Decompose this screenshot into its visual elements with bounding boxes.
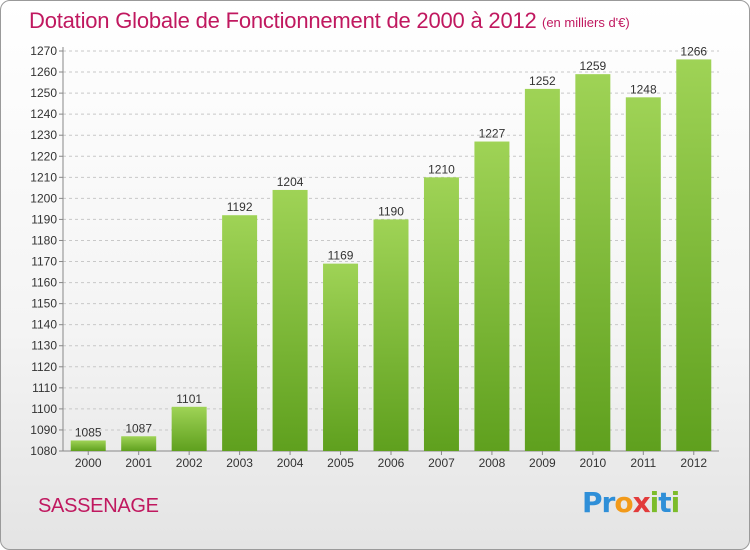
logo-part: o <box>614 486 633 519</box>
data-label-2000: 1085 <box>75 425 102 439</box>
y-tick-labels: 1080 1090 1100 1110 1120 1130 1140 1150 1160 1170… <box>30 44 63 458</box>
x-tick-label-2002: 2002 <box>176 456 203 470</box>
y-tick-label: 1170 <box>31 255 57 269</box>
x-tick-label-2011: 2011 <box>630 456 656 470</box>
x-tick-label-2004: 2004 <box>277 456 304 470</box>
bar-2004 <box>272 189 308 451</box>
logo-part: Pr <box>582 486 615 519</box>
bar-2012 <box>676 59 712 451</box>
y-tick-label: 1100 <box>31 402 57 416</box>
bar-2001 <box>121 436 157 451</box>
y-tick-label: 1130 <box>31 339 57 353</box>
data-label-2005: 1169 <box>328 249 354 263</box>
y-tick-label: 1150 <box>31 297 57 311</box>
x-tick-label-2001: 2001 <box>125 456 152 470</box>
bar-2008 <box>474 141 510 452</box>
y-tick-label: 1080 <box>30 444 57 458</box>
data-labels: 1085 1087 1101 1192 1204 1169 1190 1210 1227 1252… <box>75 44 708 439</box>
data-label-2002: 1101 <box>176 392 202 406</box>
data-label-2003: 1192 <box>227 200 253 214</box>
y-tick-label: 1160 <box>31 276 57 290</box>
bar-2011 <box>625 97 661 451</box>
bar-2000 <box>70 440 106 451</box>
x-tick-label-2005: 2005 <box>327 456 354 470</box>
x-tick-label-2009: 2009 <box>529 456 556 470</box>
x-tick-label-2003: 2003 <box>226 456 253 470</box>
y-tick-label: 1230 <box>30 128 57 142</box>
y-tick-label: 1090 <box>30 423 57 437</box>
bar-2006 <box>373 219 409 451</box>
logo-part: t <box>658 486 671 519</box>
data-label-2012: 1266 <box>680 44 707 58</box>
y-tick-label: 1110 <box>32 381 57 395</box>
y-tick-label: 1180 <box>31 233 57 247</box>
bars <box>70 59 712 452</box>
y-tick-label: 1220 <box>30 149 57 163</box>
x-tick-label-2012: 2012 <box>680 456 707 470</box>
y-tick-label: 1140 <box>31 318 57 332</box>
x-tick-label-2000: 2000 <box>75 456 102 470</box>
y-tick-label: 1250 <box>30 86 57 100</box>
logo-part: i <box>649 486 660 519</box>
y-tick-label: 1270 <box>30 44 57 58</box>
logo-part: x <box>632 486 651 519</box>
x-tick-label-2006: 2006 <box>378 456 405 470</box>
proxiti-logo: Proxiti <box>582 486 681 519</box>
y-tick-label: 1240 <box>30 107 57 121</box>
bar-2005 <box>323 263 359 451</box>
bar-2003 <box>222 215 258 451</box>
x-tick-label-2007: 2007 <box>428 456 455 470</box>
data-label-2006: 1190 <box>378 204 404 218</box>
y-tick-label: 1190 <box>31 212 57 226</box>
logo-part: i <box>670 486 681 519</box>
y-tick-label: 1200 <box>30 191 57 205</box>
city-name: SASSENAGE <box>38 495 159 517</box>
data-label-2009: 1252 <box>529 74 556 88</box>
data-label-2008: 1227 <box>479 127 506 141</box>
chart-title: Dotation Globale de Fonctionnement de 20… <box>29 8 537 33</box>
data-label-2004: 1204 <box>277 175 304 189</box>
bar-2002 <box>171 406 207 451</box>
x-tick-label-2010: 2010 <box>579 456 606 470</box>
data-label-2001: 1087 <box>125 421 152 435</box>
y-tick-label: 1260 <box>30 65 57 79</box>
data-label-2007: 1210 <box>428 162 455 176</box>
y-tick-label: 1120 <box>31 360 57 374</box>
data-label-2011: 1248 <box>630 82 657 96</box>
x-tick-labels: 2000 2001 2002 2003 2004 2005 2006 2007 2008 2009… <box>75 451 707 470</box>
x-tick-label-2008: 2008 <box>479 456 506 470</box>
bar-2009 <box>524 88 560 451</box>
bar-2010 <box>575 74 611 451</box>
bar-2007 <box>423 177 459 451</box>
chart-subtitle: (en milliers d'€) <box>542 15 630 30</box>
y-tick-label: 1210 <box>30 170 57 184</box>
data-label-2010: 1259 <box>579 59 606 73</box>
